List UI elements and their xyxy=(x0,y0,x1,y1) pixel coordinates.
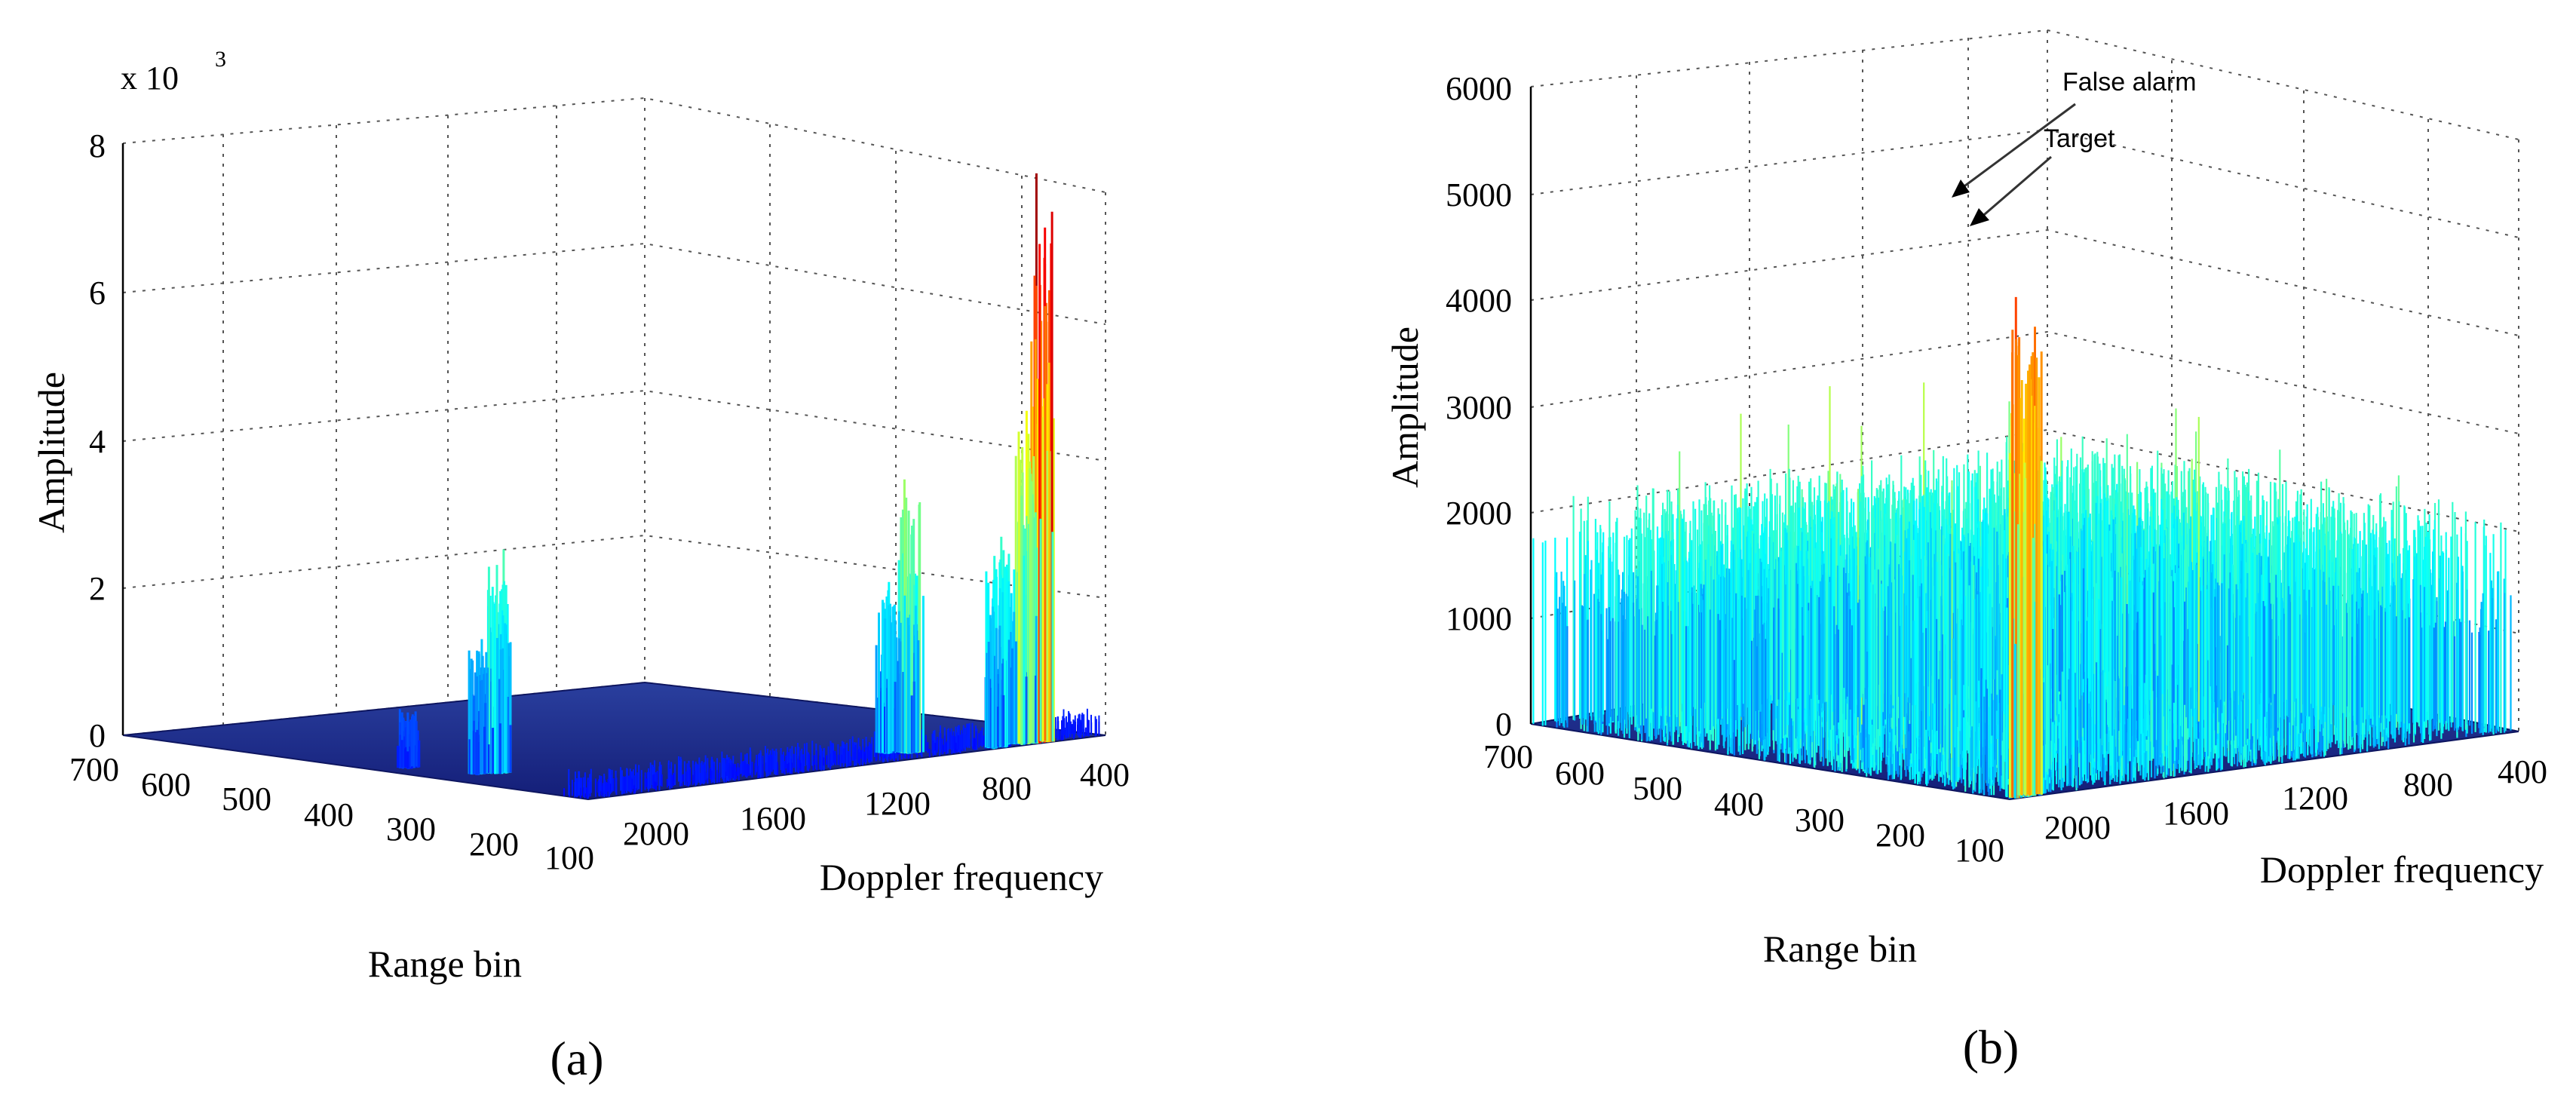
y-tick: 1200 xyxy=(864,785,931,822)
y-tick: 400 xyxy=(1080,756,1130,793)
x-tick: 100 xyxy=(544,839,594,876)
panel-label-a: (a) xyxy=(550,1032,603,1085)
chart-a-spikes xyxy=(397,173,1100,799)
chart-a-y-axis-label: Doppler frequency xyxy=(820,856,1103,898)
chart-a-z-ticks: 0 2 4 6 8 xyxy=(89,127,106,754)
chart-b: 0 1000 2000 3000 4000 5000 6000 Amplitud… xyxy=(1384,29,2547,1074)
chart-a: 0 2 4 6 8 x 10 3 Amplitude 700 600 500 4… xyxy=(30,47,1130,1085)
x-tick: 700 xyxy=(69,751,119,788)
z-tick: 6 xyxy=(89,274,106,311)
x-tick: 500 xyxy=(222,781,271,817)
z-exponent-power: 3 xyxy=(215,47,226,72)
z-exponent-label: x 10 xyxy=(121,60,179,97)
chart-a-y-ticks: 2000 1600 1200 800 400 xyxy=(623,756,1130,852)
chart-b-spikes xyxy=(1532,296,2512,799)
chart-a-grid xyxy=(122,97,1106,736)
x-tick: 600 xyxy=(141,766,191,803)
y-tick: 1600 xyxy=(740,800,806,837)
chart-a-x-axis-label: Range bin xyxy=(368,943,522,985)
x-tick: 400 xyxy=(304,796,354,833)
x-tick: 300 xyxy=(386,811,436,848)
z-tick: 2 xyxy=(89,570,106,607)
z-tick: 8 xyxy=(89,127,106,164)
chart-a-z-axis-label: Amplitude xyxy=(30,372,72,533)
chart-a-x-ticks: 700 600 500 400 300 200 100 xyxy=(69,751,594,876)
y-tick: 800 xyxy=(982,770,1032,807)
z-tick: 4 xyxy=(89,423,106,460)
x-tick: 200 xyxy=(469,826,519,863)
y-tick: 2000 xyxy=(623,815,689,852)
z-tick: 0 xyxy=(89,717,106,754)
